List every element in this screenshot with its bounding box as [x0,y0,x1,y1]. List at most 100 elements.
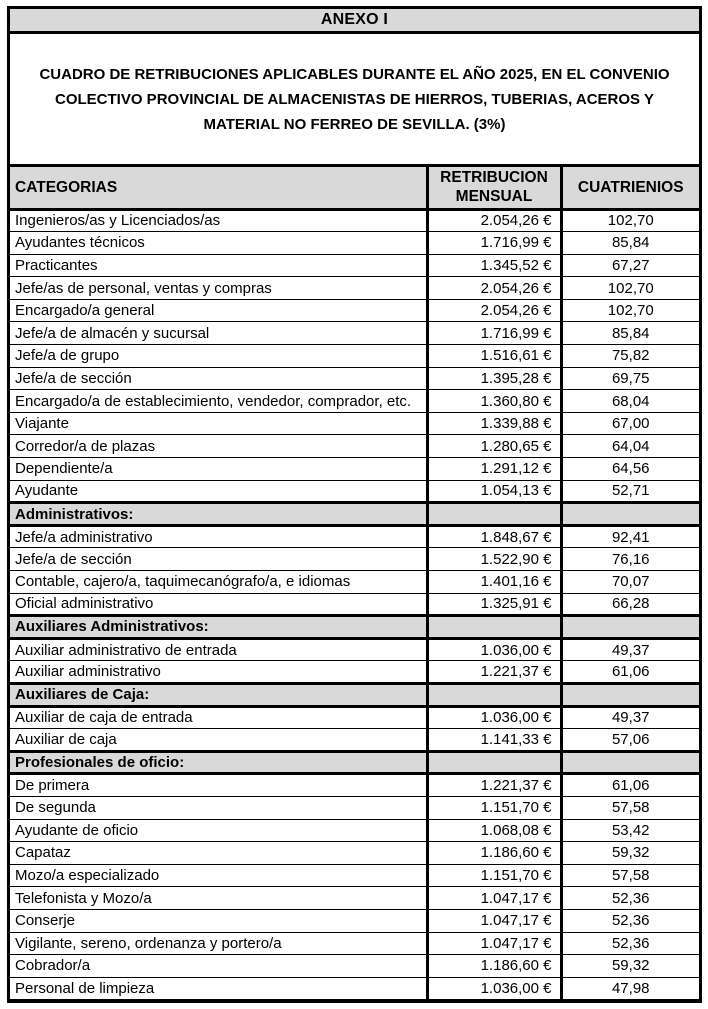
category-cell: Encargado/a de establecimiento, vendedor… [10,389,427,413]
monthly-salary-cell: 1.401,16 € [425,570,561,594]
cuatrienios-cell: 85,84 [559,321,699,346]
table-header-row: CATEGORIAS RETRIBUCION MENSUAL CUATRIENI… [10,167,699,211]
table-row: Jefe/a de almacén y sucursal 1.716,99 € … [10,321,699,346]
empty-cell [425,501,561,527]
category-cell: Jefe/a de grupo [10,344,427,368]
cuatrienios-cell: 53,42 [559,818,699,843]
monthly-salary-cell: 1.325,91 € [425,592,561,617]
table-row: Personal de limpieza 1.036,00 € 47,98 [10,976,699,1001]
cuatrienios-cell: 49,37 [559,705,699,730]
cuatrienios-cell: 52,36 [559,886,699,910]
monthly-salary-cell: 1.291,12 € [425,457,561,481]
monthly-salary-cell: 1.047,17 € [425,886,561,910]
category-cell: De segunda [10,795,427,820]
monthly-salary-cell: 2.054,26 € [425,298,561,323]
monthly-salary-cell: 1.186,60 € [425,954,561,978]
monthly-salary-cell: 1.036,00 € [425,976,561,1001]
document-page: ANEXO I CUADRO DE RETRIBUCIONES APLICABL… [7,6,702,1004]
category-cell: Contable, cajero/a, taquimecanógrafo/a, … [10,570,427,594]
category-cell: Jefe/as de personal, ventas y compras [10,276,427,300]
anexo-header-bar: ANEXO I [10,9,699,34]
monthly-salary-cell: 1.141,33 € [425,728,561,752]
category-cell: Jefe/a administrativo [10,524,427,549]
category-cell: Mozo/a especializado [10,863,427,888]
monthly-salary-cell: 1.221,37 € [425,773,561,797]
category-cell: Encargado/a general [10,298,427,323]
table-row: De segunda 1.151,70 € 57,58 [10,795,699,820]
table-row: Ayudante 1.054,13 € 52,71 [10,479,699,504]
salary-table: CATEGORIAS RETRIBUCION MENSUAL CUATRIENI… [10,167,699,1001]
monthly-salary-cell: 1.395,28 € [425,366,561,391]
monthly-salary-cell: 1.716,99 € [425,231,561,255]
monthly-salary-cell: 1.716,99 € [425,321,561,346]
monthly-salary-cell: 1.522,90 € [425,547,561,571]
category-cell: Viajante [10,411,427,436]
empty-cell [425,614,561,640]
category-cell: Ayudante [10,479,427,504]
table-row: Ayudantes técnicos 1.716,99 € 85,84 [10,231,699,255]
table-row: Telefonista y Mozo/a 1.047,17 € 52,36 [10,886,699,910]
category-cell: Ayudantes técnicos [10,231,427,255]
category-cell: Vigilante, sereno, ordenanza y portero/a [10,931,427,956]
monthly-salary-cell: 1.186,60 € [425,841,561,865]
section-header-cell: Auxiliares Administrativos: [10,614,427,640]
monthly-salary-cell: 1.221,37 € [425,660,561,684]
document-title: CUADRO DE RETRIBUCIONES APLICABLES DURAN… [39,65,670,133]
table-row: Jefe/a de sección 1.522,90 € 76,16 [10,547,699,571]
category-cell: Auxiliar de caja [10,728,427,752]
section-header-cell: Profesionales de oficio: [10,749,427,776]
column-header-cuatrienios: CUATRIENIOS [559,167,699,211]
cuatrienios-cell: 76,16 [559,547,699,571]
cuatrienios-cell: 67,00 [559,411,699,436]
cuatrienios-cell: 61,06 [559,660,699,684]
category-cell: Auxiliar administrativo [10,660,427,684]
table-row: Encargado/a de establecimiento, vendedor… [10,389,699,413]
table-row: Jefe/a de sección 1.395,28 € 69,75 [10,366,699,391]
monthly-salary-cell: 1.036,00 € [425,637,561,662]
table-row: Dependiente/a 1.291,12 € 64,56 [10,457,699,481]
section-header-cell: Administrativos: [10,501,427,527]
table-row: Mozo/a especializado 1.151,70 € 57,58 [10,863,699,888]
monthly-salary-cell: 1.345,52 € [425,253,561,278]
cuatrienios-cell: 102,70 [559,298,699,323]
section-header-row: Administrativos: [10,501,699,527]
monthly-salary-cell: 1.360,80 € [425,389,561,413]
category-cell: Dependiente/a [10,457,427,481]
table-row: Jefe/a de grupo 1.516,61 € 75,82 [10,344,699,368]
category-cell: Oficial administrativo [10,592,427,617]
empty-cell [425,681,561,708]
cuatrienios-cell: 67,27 [559,253,699,278]
category-cell: Jefe/a de almacén y sucursal [10,321,427,346]
section-header-row: Auxiliares de Caja: [10,681,699,708]
empty-cell [425,749,561,776]
table-row: Auxiliar de caja de entrada 1.036,00 € 4… [10,705,699,730]
table-row: De primera 1.221,37 € 61,06 [10,773,699,797]
cuatrienios-cell: 102,70 [559,208,699,233]
cuatrienios-cell: 52,36 [559,908,699,933]
table-row: Jefe/a administrativo 1.848,67 € 92,41 [10,524,699,549]
category-cell: Jefe/a de sección [10,366,427,391]
cuatrienios-cell: 47,98 [559,976,699,1001]
category-cell: Conserje [10,908,427,933]
cuatrienios-cell: 75,82 [559,344,699,368]
cuatrienios-cell: 61,06 [559,773,699,797]
table-row: Auxiliar de caja 1.141,33 € 57,06 [10,728,699,752]
table-row: Capataz 1.186,60 € 59,32 [10,841,699,865]
category-cell: Auxiliar administrativo de entrada [10,637,427,662]
monthly-salary-cell: 2.054,26 € [425,208,561,233]
category-cell: Corredor/a de plazas [10,434,427,459]
table-row: Jefe/as de personal, ventas y compras 2.… [10,276,699,300]
monthly-salary-cell: 1.047,17 € [425,908,561,933]
category-cell: Telefonista y Mozo/a [10,886,427,910]
cuatrienios-cell: 49,37 [559,637,699,662]
table-row: Encargado/a general 2.054,26 € 102,70 [10,298,699,323]
category-cell: De primera [10,773,427,797]
category-cell: Cobrador/a [10,954,427,978]
table-row: Ingenieros/as y Licenciados/as 2.054,26 … [10,208,699,233]
monthly-salary-cell: 1.280,65 € [425,434,561,459]
cuatrienios-cell: 57,06 [559,728,699,752]
category-cell: Ayudante de oficio [10,818,427,843]
monthly-salary-cell: 1.516,61 € [425,344,561,368]
table-row: Auxiliar administrativo de entrada 1.036… [10,637,699,662]
empty-cell [559,501,699,527]
